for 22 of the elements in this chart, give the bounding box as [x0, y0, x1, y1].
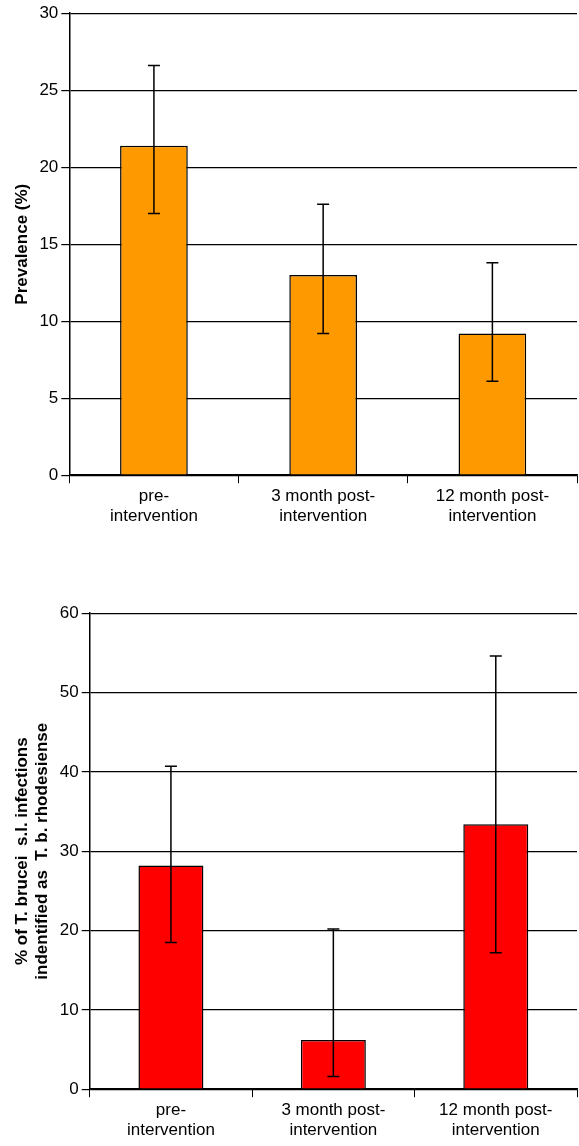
y-tick-label: 10 — [39, 310, 59, 330]
y-tick-label: 40 — [59, 761, 79, 781]
y-tick-label: 15 — [39, 233, 59, 253]
y-tick-label: 20 — [59, 920, 79, 940]
y-axis-title: % of T. brucei s.l. infections indentified as T. b. rhodesiense — [11, 722, 52, 980]
y-tick-label: 25 — [39, 79, 59, 99]
y-tick-label: 50 — [59, 682, 79, 702]
y-tick-label: 0 — [69, 1078, 79, 1098]
y-tick-label: 5 — [48, 387, 59, 407]
y-tick-label: 30 — [39, 2, 59, 22]
x-tick-label: pre-intervention — [126, 1100, 215, 1140]
y-tick-label: 20 — [39, 156, 59, 176]
x-tick-label: 3 month post-intervention — [281, 1100, 386, 1140]
y-tick-label: 10 — [59, 999, 79, 1019]
y-tick-label: 0 — [48, 464, 59, 484]
y-tick-label: 60 — [59, 602, 79, 622]
x-tick-label: 12 month post-intervention — [439, 1100, 553, 1140]
y-tick-label: 30 — [59, 840, 79, 860]
x-tick-label: 12 month post-intervention — [435, 486, 550, 526]
y-axis-title: Prevalence (%) — [11, 183, 31, 305]
x-tick-label: pre-intervention — [109, 486, 198, 526]
x-tick-label: 3 month post-intervention — [271, 486, 376, 526]
